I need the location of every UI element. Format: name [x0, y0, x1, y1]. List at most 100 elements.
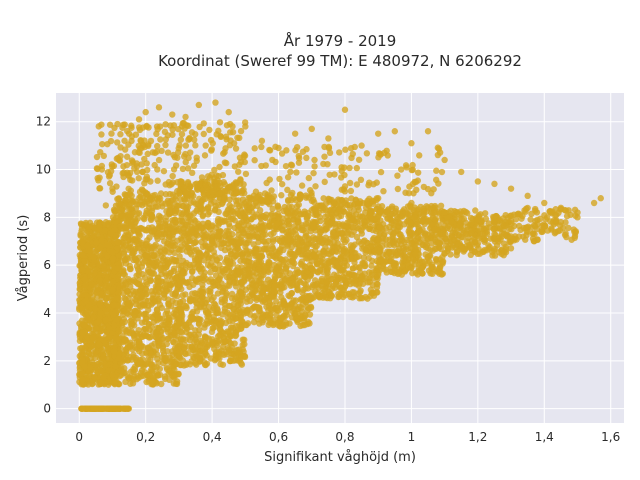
scatter-point	[332, 280, 339, 288]
scatter-point	[217, 360, 224, 368]
scatter-point	[216, 261, 223, 269]
scatter-point	[310, 251, 317, 259]
scatter-point	[149, 377, 157, 385]
scatter-point	[316, 214, 323, 221]
scatter-point	[179, 270, 187, 277]
scatter-point	[143, 252, 150, 259]
scatter-point	[182, 336, 190, 343]
scatter-point	[159, 334, 167, 342]
scatter-point	[296, 235, 304, 242]
scatter-point	[141, 369, 149, 376]
scatter-point	[189, 315, 196, 322]
scatter-point	[79, 329, 86, 336]
scatter-point	[151, 340, 158, 347]
scatter-point	[177, 323, 185, 331]
scatter-point	[81, 363, 88, 370]
scatter-point	[132, 301, 140, 308]
scatter-point	[157, 190, 165, 197]
scatter-point	[123, 281, 130, 288]
scatter-point	[296, 195, 303, 203]
scatter-point	[310, 222, 317, 230]
scatter-point	[355, 200, 362, 207]
scatter-point	[122, 224, 130, 232]
scatter-point	[208, 328, 216, 336]
scatter-point	[407, 219, 414, 227]
scatter-point	[237, 312, 244, 319]
scatter-point	[186, 264, 194, 271]
scatter-point	[260, 245, 267, 253]
scatter-point	[285, 228, 292, 235]
scatter-point	[245, 194, 252, 202]
scatter-point	[223, 210, 230, 218]
scatter-point	[78, 317, 86, 324]
scatter-point	[378, 256, 385, 264]
scatter-point	[423, 241, 431, 249]
scatter-point	[124, 202, 131, 209]
scatter-point	[214, 282, 222, 289]
scatter-point	[264, 194, 271, 201]
scatter-point	[282, 264, 290, 271]
scatter-point	[179, 217, 186, 225]
scatter-point	[183, 325, 191, 332]
scatter-point	[200, 191, 208, 198]
scatter-point	[363, 217, 371, 225]
scatter-point	[310, 234, 317, 241]
scatter-point	[399, 244, 407, 252]
scatter-point	[400, 256, 407, 264]
scatter-point	[97, 405, 105, 412]
scatter-point	[309, 265, 316, 272]
scatter-point	[252, 247, 260, 254]
scatter-point	[208, 254, 216, 261]
scatter-point	[178, 329, 186, 336]
scatter-point	[236, 356, 243, 364]
scatter-point	[306, 320, 313, 327]
scatter-point	[406, 225, 413, 233]
scatter-point	[267, 305, 274, 313]
scatter-point	[100, 374, 107, 381]
scatter-point	[95, 317, 103, 325]
scatter-point	[79, 251, 86, 259]
scatter-point	[287, 212, 294, 220]
scatter-point	[79, 348, 86, 355]
scatter-point	[291, 238, 298, 245]
scatter-point	[265, 223, 272, 230]
scatter-point	[97, 310, 104, 317]
scatter-point	[122, 197, 130, 204]
scatter-point	[355, 206, 362, 214]
scatter-point	[259, 212, 267, 220]
scatter-point	[227, 215, 235, 222]
scatter-point	[298, 258, 306, 265]
scatter-point	[362, 209, 369, 216]
scatter-point	[267, 266, 274, 273]
scatter-point	[148, 361, 156, 368]
scatter-point	[135, 326, 142, 334]
scatter-point	[78, 266, 86, 273]
scatter-point	[354, 290, 362, 298]
scatter-point	[239, 345, 246, 353]
scatter-point	[84, 267, 92, 274]
scatter-point	[203, 360, 211, 367]
scatter-point	[367, 286, 375, 293]
scatter-point	[151, 295, 158, 303]
scatter-point	[105, 355, 112, 362]
scatter-point	[369, 200, 377, 207]
scatter-point	[170, 256, 178, 263]
scatter-point	[202, 350, 209, 358]
scatter-point	[183, 195, 190, 202]
scatter-point	[291, 270, 299, 277]
scatter-point	[436, 239, 444, 247]
scatter-point	[145, 204, 153, 211]
scatter-point	[215, 201, 222, 209]
scatter-point	[386, 223, 393, 231]
scatter-point	[260, 262, 267, 270]
scatter-point	[390, 229, 398, 237]
scatter-point	[136, 201, 143, 208]
scatter-point	[127, 317, 134, 325]
scatter-point	[365, 255, 372, 262]
scatter-point	[232, 323, 240, 330]
scatter-point	[148, 323, 155, 330]
scatter-point	[412, 250, 419, 258]
scatter-point	[274, 220, 281, 227]
scatter-point	[239, 336, 247, 343]
scatter-point	[376, 224, 384, 231]
